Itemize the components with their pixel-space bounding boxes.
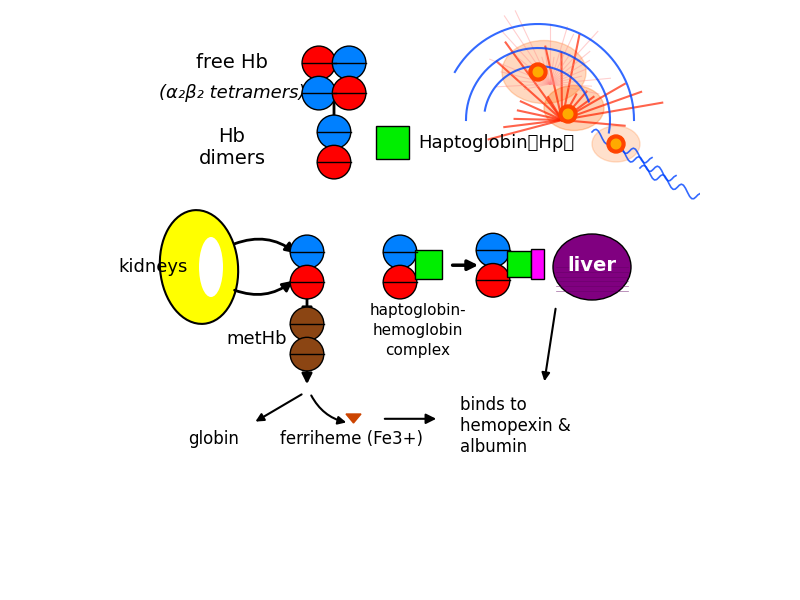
Circle shape: [290, 307, 324, 341]
Circle shape: [302, 76, 336, 110]
Ellipse shape: [553, 234, 631, 300]
Circle shape: [607, 135, 625, 153]
Text: kidneys: kidneys: [118, 258, 187, 276]
Circle shape: [383, 235, 417, 269]
Circle shape: [559, 105, 577, 123]
Circle shape: [290, 235, 324, 269]
Circle shape: [529, 63, 547, 81]
Ellipse shape: [199, 237, 223, 297]
Ellipse shape: [592, 126, 640, 162]
Bar: [507, 251, 531, 277]
Circle shape: [534, 67, 542, 77]
Circle shape: [302, 46, 336, 80]
Ellipse shape: [502, 40, 586, 103]
Bar: [376, 126, 409, 159]
Polygon shape: [346, 414, 361, 423]
Circle shape: [317, 115, 350, 149]
Text: haptoglobin-
hemoglobin
complex: haptoglobin- hemoglobin complex: [370, 303, 466, 358]
Circle shape: [476, 233, 510, 267]
Text: binds to
hemopexin &
albumin: binds to hemopexin & albumin: [460, 396, 570, 456]
Circle shape: [332, 76, 366, 110]
Text: globin: globin: [189, 430, 239, 448]
Circle shape: [290, 265, 324, 299]
Text: (α₂β₂ tetramers): (α₂β₂ tetramers): [158, 84, 306, 102]
Text: Hb
dimers: Hb dimers: [198, 127, 266, 167]
Circle shape: [563, 109, 573, 119]
Text: ferriheme (Fe3+): ferriheme (Fe3+): [281, 430, 423, 448]
Bar: [415, 250, 442, 279]
Bar: [531, 249, 544, 279]
Circle shape: [317, 145, 350, 179]
Circle shape: [332, 46, 366, 80]
Circle shape: [290, 337, 324, 371]
Text: metHb: metHb: [226, 330, 286, 348]
Text: liver: liver: [567, 256, 617, 275]
Ellipse shape: [160, 210, 238, 324]
Circle shape: [476, 263, 510, 297]
Circle shape: [611, 139, 621, 149]
Text: Haptoglobin（Hp）: Haptoglobin（Hp）: [418, 134, 574, 152]
Circle shape: [383, 265, 417, 299]
Ellipse shape: [544, 85, 604, 130]
Text: free Hb: free Hb: [196, 53, 268, 73]
